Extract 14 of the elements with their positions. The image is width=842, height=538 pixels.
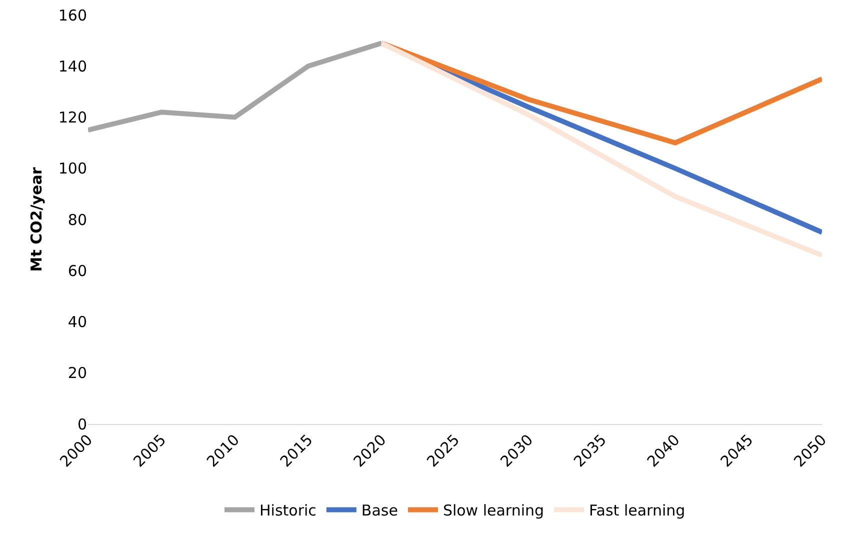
legend-label: Historic	[260, 502, 316, 520]
legend-label: Fast learning	[589, 502, 686, 520]
y-tick-label: 100	[58, 160, 87, 178]
y-axis-title: Mt CO2/year	[28, 166, 46, 272]
y-tick-label: 80	[68, 210, 87, 229]
legend-label: Base	[361, 502, 398, 520]
y-tick-label: 120	[58, 108, 87, 126]
y-tick-label: 20	[68, 364, 87, 382]
legend-label: Slow learning	[442, 502, 544, 520]
y-tick-label: 140	[58, 57, 87, 76]
y-tick-label: 160	[58, 6, 87, 24]
y-tick-label: 60	[68, 262, 87, 280]
y-tick-label: 40	[68, 313, 87, 331]
y-tick-label: 0	[77, 415, 87, 434]
